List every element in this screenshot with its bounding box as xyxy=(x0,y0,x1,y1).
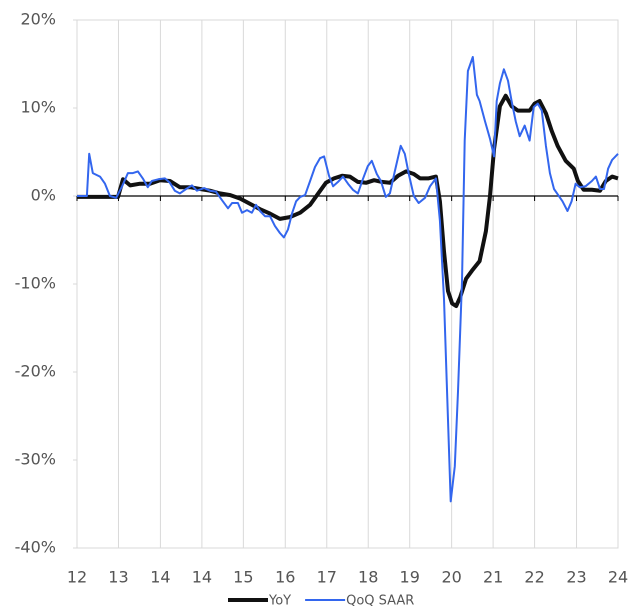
x-tick-label: 22 xyxy=(524,568,544,587)
x-tick-label: 20 xyxy=(441,568,461,587)
x-tick-label: 19 xyxy=(400,568,420,587)
y-tick-label: -40% xyxy=(15,538,56,557)
x-tick-label: 17 xyxy=(317,568,337,587)
legend-label: YoY xyxy=(268,594,291,609)
x-tick-label: 12 xyxy=(67,568,87,587)
plot-border xyxy=(76,19,619,549)
x-tick-label: 14 xyxy=(192,568,212,587)
x-tick-label: 21 xyxy=(483,568,503,587)
x-tick-label: 24 xyxy=(608,568,628,587)
x-tick-label: 14 xyxy=(150,568,170,587)
x-tick-label: 23 xyxy=(566,568,586,587)
y-tick-label: 10% xyxy=(20,98,56,117)
x-tick-label: 18 xyxy=(358,568,378,587)
legend: YoY QoQ SAAR xyxy=(228,594,414,609)
legend-label: QoQ SAAR xyxy=(346,594,414,609)
y-tick-label: -20% xyxy=(15,362,56,381)
x-tick-label: 15 xyxy=(233,568,253,587)
y-tick-label: 0% xyxy=(31,186,56,205)
x-tick-label: 13 xyxy=(108,568,128,587)
line-series xyxy=(77,56,619,503)
y-tick-label: -10% xyxy=(15,274,56,293)
y-tick-label: 20% xyxy=(20,10,56,29)
y-tick-label: -30% xyxy=(15,450,56,469)
line-series xyxy=(77,93,619,308)
x-tick-label: 16 xyxy=(275,568,295,587)
